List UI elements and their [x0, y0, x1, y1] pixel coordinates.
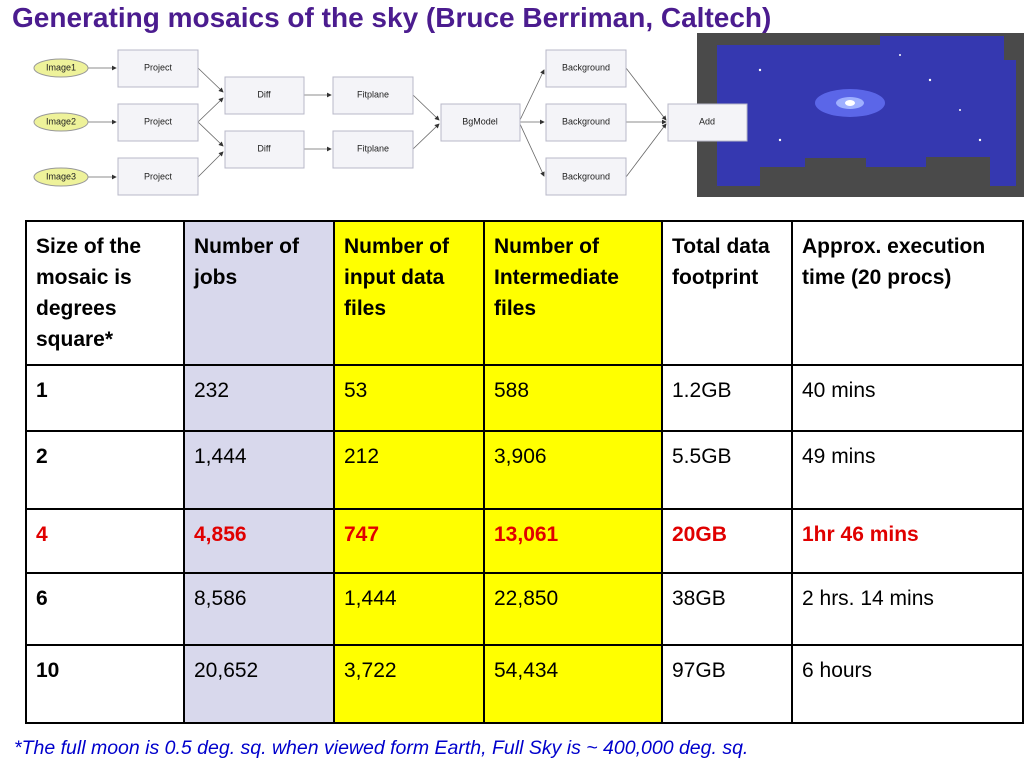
table-cell: 2 — [25, 430, 185, 510]
nodes: Image1 Image2 Image3 Project Project Pro… — [33, 49, 748, 196]
table-cell: 1,444 — [183, 430, 335, 510]
table-row: 10 20,652 3,722 54,434 97GB 6 hours — [25, 644, 1024, 724]
node-label: Add — [699, 116, 715, 126]
table-cell: 588 — [483, 364, 663, 432]
table-row: 1 232 53 588 1.2GB 40 mins — [25, 364, 1024, 432]
workflow-diagram: Image1 Image2 Image3 Project Project Pro… — [33, 33, 1024, 197]
task-node — [117, 103, 199, 142]
table-cell: 20GB — [661, 508, 793, 574]
task-node — [545, 49, 627, 88]
node-label: Background — [562, 116, 610, 126]
task-node — [117, 49, 199, 88]
table-cell: 20,652 — [183, 644, 335, 724]
table-cell: 3,906 — [483, 430, 663, 510]
footnote: *The full moon is 0.5 deg. sq. when view… — [14, 737, 749, 759]
table-cell: 97GB — [661, 644, 793, 724]
data-node — [33, 112, 89, 132]
table-cell: 5.5GB — [661, 430, 793, 510]
sky-image — [697, 33, 1024, 197]
node-label: BgModel — [462, 116, 498, 126]
node-label: Diff — [257, 143, 271, 153]
node-label: Image2 — [46, 116, 76, 126]
table-cell: 53 — [333, 364, 485, 432]
table-cell: 13,061 — [483, 508, 663, 574]
task-node — [117, 157, 199, 196]
task-node — [440, 103, 521, 142]
table-cell: 1,444 — [333, 572, 485, 646]
table-cell: 232 — [183, 364, 335, 432]
table-cell: 4,856 — [183, 508, 335, 574]
table-cell: 747 — [333, 508, 485, 574]
table-cell: Number of Intermediate files — [483, 220, 663, 366]
node-label: Background — [562, 171, 610, 181]
table-cell: Size of the mosaic is degrees square* — [25, 220, 185, 366]
task-node — [545, 157, 627, 196]
table-cell: 1hr 46 mins — [791, 508, 1024, 574]
table-cell: Number of input data files — [333, 220, 485, 366]
table-cell: 8,586 — [183, 572, 335, 646]
table-cell: 38GB — [661, 572, 793, 646]
node-label: Image1 — [46, 62, 76, 72]
table-cell: 6 — [25, 572, 185, 646]
table-cell: 10 — [25, 644, 185, 724]
node-label: Project — [144, 171, 173, 181]
table-row: 6 8,586 1,444 22,850 38GB 2 hrs. 14 mins — [25, 572, 1024, 646]
table-cell: Number of jobs — [183, 220, 335, 366]
table-cell: 2 hrs. 14 mins — [791, 572, 1024, 646]
task-node — [667, 103, 748, 142]
table-cell: 4 — [25, 508, 185, 574]
table-row: 4 4,856 747 13,061 20GB 1hr 46 mins — [25, 508, 1024, 574]
data-node — [33, 167, 89, 187]
table-row: Size of the mosaic is degrees square* Num… — [25, 220, 1024, 366]
table-cell: Total data footprint — [661, 220, 793, 366]
node-label: Image3 — [46, 171, 76, 181]
slide-title: Generating mosaics of the sky (Bruce Ber… — [12, 2, 772, 33]
node-label: Project — [144, 62, 173, 72]
node-label: Fitplane — [357, 89, 389, 99]
table-cell: 212 — [333, 430, 485, 510]
task-node — [332, 130, 414, 169]
table-cell: Approx. execution time (20 procs) — [791, 220, 1024, 366]
table-cell: 6 hours — [791, 644, 1024, 724]
task-node — [332, 76, 414, 115]
table-cell: 49 mins — [791, 430, 1024, 510]
table-cell: 40 mins — [791, 364, 1024, 432]
table-cell: 3,722 — [333, 644, 485, 724]
table-cell: 54,434 — [483, 644, 663, 724]
table-cell: 1.2GB — [661, 364, 793, 432]
node-label: Fitplane — [357, 143, 389, 153]
data-table: Size of the mosaic is degrees square* Num… — [25, 220, 1024, 724]
table-cell: 1 — [25, 364, 185, 432]
task-node — [224, 76, 305, 115]
node-label: Background — [562, 62, 610, 72]
node-label: Project — [144, 116, 173, 126]
task-node — [224, 130, 305, 169]
table-cell: 22,850 — [483, 572, 663, 646]
node-label: Diff — [257, 89, 271, 99]
data-node — [33, 58, 89, 78]
table-row: 2 1,444 212 3,906 5.5GB 49 mins — [25, 430, 1024, 510]
task-node — [545, 103, 627, 142]
